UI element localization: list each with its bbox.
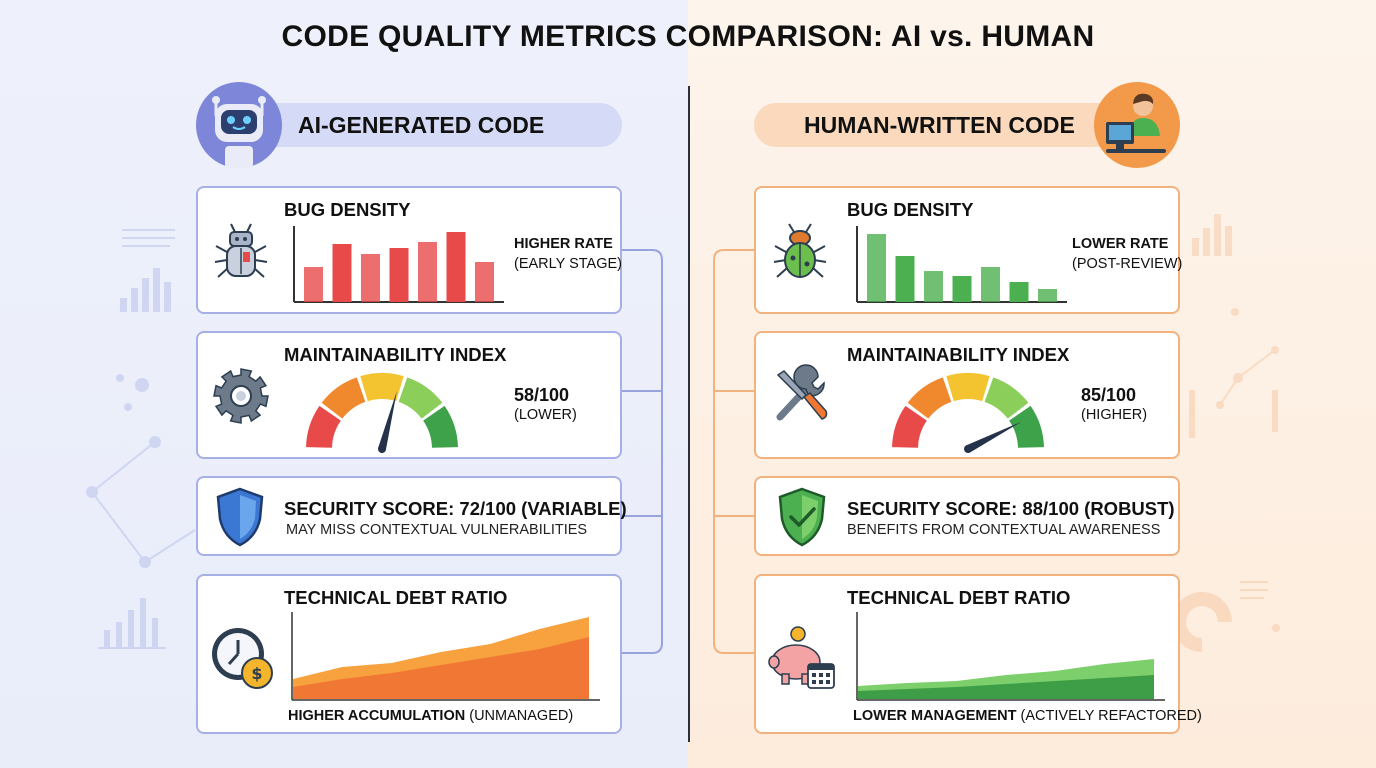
ai-section-header-label: AI-GENERATED CODE [298, 111, 545, 138]
human-maintainability-gauge [892, 373, 1044, 453]
human-tech-debt-caption-strong: LOWER MANAGEMENT [853, 708, 1017, 724]
human-bug-density-bar [1038, 289, 1057, 302]
human-security-title: SECURITY SCORE: 88/100 (ROBUST) [847, 498, 1175, 519]
ai-tech-debt-card: TECHNICAL DEBT RATIO $ HIGHER ACCUMULATI… [196, 574, 622, 734]
decorative-background-graphics-left [86, 229, 196, 649]
human-tech-debt-title: TECHNICAL DEBT RATIO [847, 587, 1071, 608]
ai-maintainability-gauge [306, 373, 458, 453]
human-maintainability-title: MAINTAINABILITY INDEX [847, 344, 1070, 365]
ai-bug-density-bar [361, 254, 380, 302]
human-maintainability-gauge-segment [1009, 405, 1044, 448]
ai-security-card: SECURITY SCORE: 72/100 (VARIABLE) MAY MI… [196, 476, 627, 556]
ai-tech-debt-title: TECHNICAL DEBT RATIO [284, 587, 508, 608]
robot-icon [196, 82, 282, 168]
human-security-card: SECURITY SCORE: 88/100 (ROBUST) BENEFITS… [754, 476, 1180, 556]
ai-maintainability-gauge-segment [423, 405, 458, 448]
ai-tech-debt-caption: HIGHER ACCUMULATION (UNMANAGED) [288, 708, 573, 724]
ai-maintainability-gauge-segment [306, 405, 341, 448]
human-tech-debt-chart [856, 612, 1165, 701]
clock-coin-icon: $ [212, 628, 273, 689]
human-bug-density-bar [867, 234, 886, 302]
ai-bug-density-bar [446, 232, 466, 302]
ai-tech-debt-chart [291, 612, 600, 701]
ai-maintainability-gauge-segment [360, 373, 404, 402]
human-maintainability-gauge-segment [946, 373, 990, 402]
ai-tech-debt-caption-rest: (UNMANAGED) [465, 708, 574, 724]
human-tech-debt-card: TECHNICAL DEBT RATIO LOWER MANAGEMENT (A… [754, 574, 1202, 734]
ai-section-header: AI-GENERATED CODE [230, 103, 622, 147]
ai-bug-density-chart [293, 226, 504, 303]
human-bug-density-label: LOWER RATE [1072, 236, 1169, 252]
human-maintainability-gauge-segment [907, 377, 952, 419]
decorative-background-graphics-right [1172, 214, 1280, 652]
human-bug-density-bar [1009, 282, 1029, 302]
piggy-bank-calendar-icon [768, 626, 835, 689]
ai-bug-density-sublabel: (EARLY STAGE) [514, 256, 622, 272]
human-tech-debt-caption: LOWER MANAGEMENT (ACTIVELY REFACTORED) [853, 708, 1202, 724]
ai-tech-debt-caption-strong: HIGHER ACCUMULATION [288, 708, 466, 724]
page-title: CODE QUALITY METRICS COMPARISON: AI vs. … [281, 20, 1095, 53]
human-bug-density-sublabel: (POST-REVIEW) [1072, 256, 1183, 272]
ai-bug-density-bar [332, 244, 352, 302]
svg-text:$: $ [251, 664, 262, 683]
human-security-note: BENEFITS FROM CONTEXTUAL AWARENESS [847, 522, 1161, 538]
ai-bug-density-card: BUG DENSITY HIGHER RATE (EARLY STAGE) [196, 186, 622, 314]
human-maintainability-gauge-segment [984, 377, 1029, 419]
human-bug-density-title: BUG DENSITY [847, 199, 974, 220]
human-maintainability-gauge-segment [892, 405, 927, 448]
ai-bug-density-bar [304, 267, 323, 302]
ai-security-title: SECURITY SCORE: 72/100 (VARIABLE) [284, 498, 627, 519]
ai-bug-density-label: HIGHER RATE [514, 236, 613, 252]
human-card-connector [713, 249, 756, 654]
ai-maintainability-score: 58/100 [514, 385, 570, 405]
ai-security-note: MAY MISS CONTEXTUAL VULNERABILITIES [286, 522, 588, 538]
human-bug-density-card: BUG DENSITY LOWER RATE (POST-REVIEW) [754, 186, 1183, 314]
human-maintainability-note: (HIGHER) [1081, 407, 1148, 423]
person-at-computer-icon [1094, 82, 1180, 168]
wrench-screwdriver-icon [776, 364, 828, 421]
ai-tech-debt-area-lower [293, 637, 589, 699]
beetle-icon [773, 223, 827, 278]
shield-check-icon [778, 487, 826, 547]
gear-icon [213, 368, 269, 424]
human-bug-density-bar [952, 276, 972, 302]
ai-maintainability-gauge-segment [398, 377, 443, 419]
human-section-header-label: HUMAN-WRITTEN CODE [804, 111, 1075, 138]
human-bug-density-bar [924, 271, 943, 302]
ai-bug-density-bar [389, 248, 409, 302]
human-maintainability-score: 85/100 [1081, 385, 1137, 405]
ai-bug-density-bar [418, 242, 437, 302]
shield-icon [216, 487, 264, 547]
ai-maintainability-card: MAINTAINABILITY INDEX 58/100 (LOWER) [196, 331, 622, 459]
ai-bug-density-bar [475, 262, 494, 302]
center-divider [688, 86, 690, 742]
ai-maintainability-note: (LOWER) [514, 407, 577, 423]
ai-maintainability-gauge-needle [378, 390, 397, 450]
ai-card-connector [620, 249, 663, 654]
human-tech-debt-caption-rest: (ACTIVELY REFACTORED) [1016, 708, 1202, 724]
ai-bug-density-title: BUG DENSITY [284, 199, 411, 220]
human-bug-density-bar [981, 267, 1000, 302]
ai-maintainability-title: MAINTAINABILITY INDEX [284, 344, 507, 365]
human-section-header: HUMAN-WRITTEN CODE [754, 103, 1144, 147]
human-tech-debt-area-lower [858, 675, 1154, 699]
human-bug-density-chart [856, 226, 1067, 303]
human-maintainability-gauge-needle [966, 421, 1022, 453]
human-maintainability-card: MAINTAINABILITY INDEX 85/100 (HIGHER) [754, 331, 1180, 459]
human-bug-density-bar [895, 256, 915, 302]
ai-maintainability-gauge-segment [321, 377, 366, 419]
robot-bug-icon [214, 223, 268, 278]
